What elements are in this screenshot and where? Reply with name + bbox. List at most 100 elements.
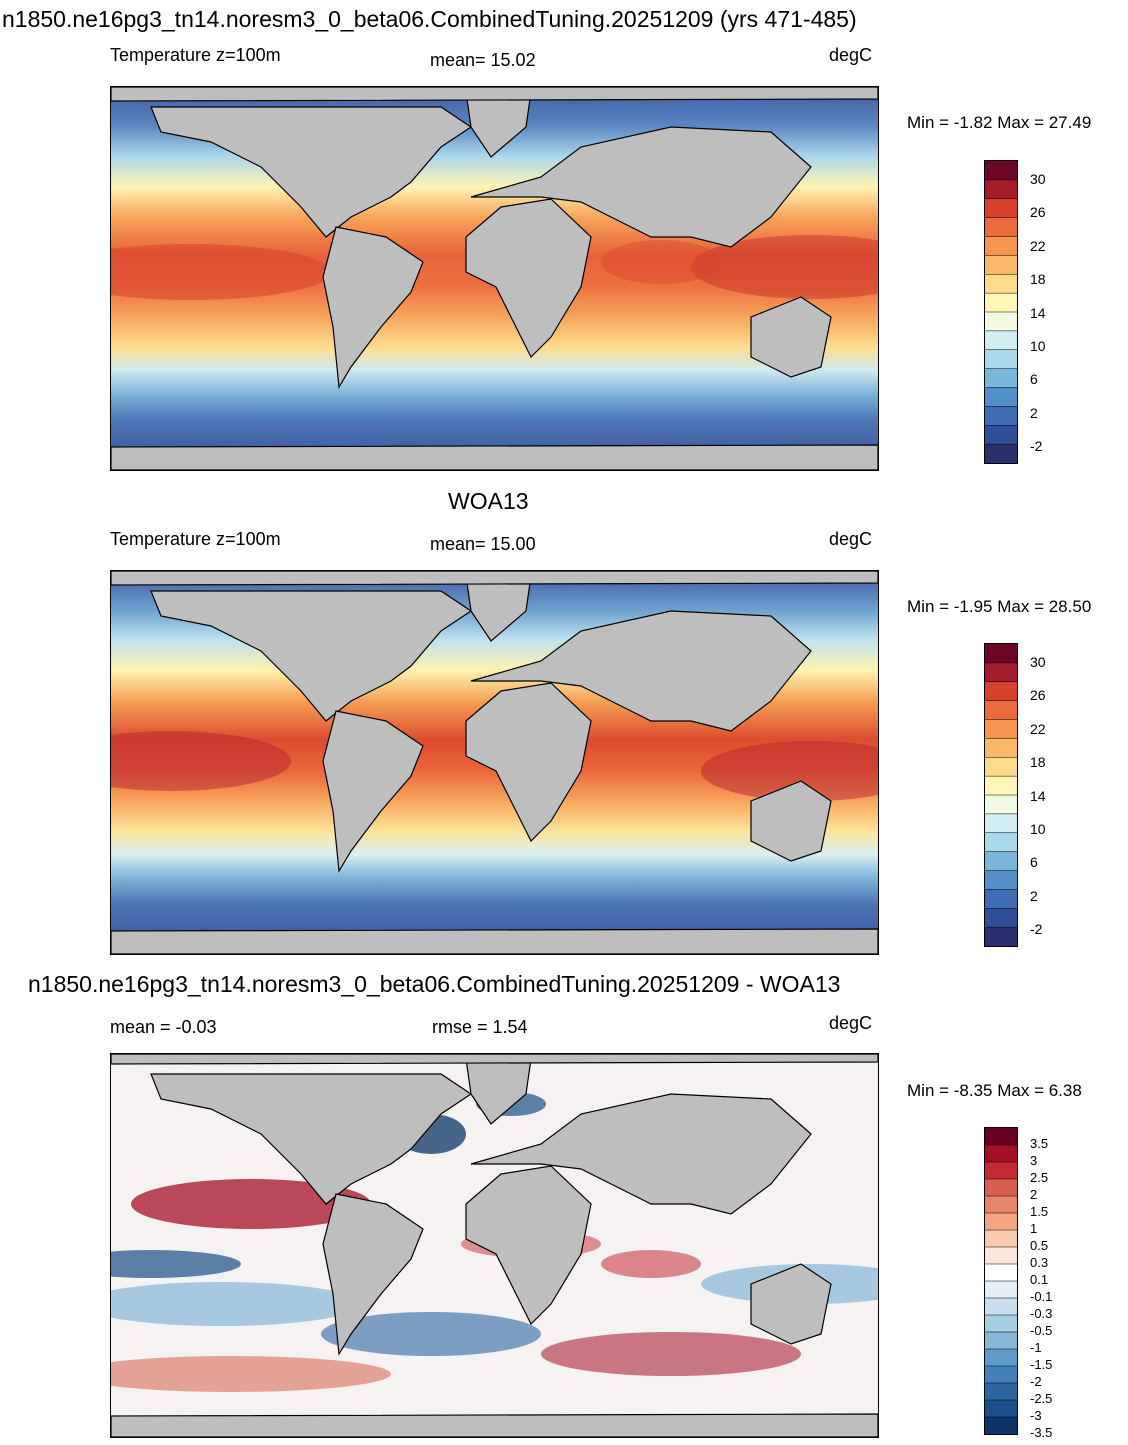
colorbar-tick-label: 2.5 (1030, 1170, 1049, 1185)
colorbar-tick-label: -3.5 (1030, 1425, 1053, 1440)
colorbar-tick-label: -1.5 (1030, 1357, 1053, 1372)
colorbar-swatch (985, 908, 1017, 928)
panel3-rmse-label: rmse = 1.54 (432, 1017, 528, 1037)
colorbar-swatch (985, 387, 1017, 407)
colorbar-swatch (985, 757, 1017, 777)
colorbar-swatch (985, 719, 1017, 739)
colorbar-tick-label: 30 (1030, 170, 1046, 187)
colorbar-tick-label: 0.3 (1030, 1255, 1049, 1270)
colorbar-swatch (985, 644, 1017, 664)
panel2-map (110, 570, 879, 955)
panel3-colorbar-svg (985, 1128, 1017, 1434)
colorbar-tick-label: -0.5 (1030, 1323, 1053, 1338)
colorbar-swatch (985, 1196, 1017, 1214)
colorbar-swatch (985, 813, 1017, 834)
colorbar-swatch (985, 1247, 1017, 1265)
panel3-title: n1850.ne16pg3_tn14.noresm3_0_beta06.Comb… (28, 971, 841, 997)
colorbar-tick-label: -2 (1030, 921, 1043, 938)
panel2-colorbar-svg (985, 644, 1017, 946)
colorbar-swatch (985, 1264, 1017, 1282)
colorbar-tick-label: 6 (1030, 371, 1038, 388)
colorbar-swatch (985, 330, 1017, 351)
colorbar-tick-label: -0.1 (1030, 1289, 1053, 1304)
panel1-colorbar (984, 160, 1018, 464)
colorbar-swatch (985, 312, 1017, 332)
colorbar-swatch (985, 161, 1017, 181)
colorbar-tick-label: 18 (1030, 271, 1046, 288)
colorbar-swatch (985, 681, 1017, 701)
panel2-units-label: degC (829, 529, 873, 549)
panel2-colorbar (984, 643, 1018, 947)
colorbar-swatch (985, 1366, 1017, 1384)
colorbar-swatch (985, 198, 1017, 218)
colorbar-tick-label: -2 (1030, 438, 1043, 455)
colorbar-tick-label: 0.1 (1030, 1272, 1049, 1287)
panel3-colorbar (984, 1127, 1018, 1435)
colorbar-tick-label: 10 (1030, 337, 1046, 354)
panel2-title: WOA13 (448, 488, 529, 514)
colorbar-swatch (985, 1179, 1017, 1197)
colorbar-swatch (985, 889, 1017, 909)
colorbar-tick-label: 14 (1030, 304, 1046, 321)
panel2-land (111, 571, 878, 954)
colorbar-swatch (985, 1162, 1017, 1180)
colorbar-swatch (985, 1213, 1017, 1231)
colorbar-swatch (985, 795, 1017, 815)
colorbar-swatch (985, 870, 1017, 890)
colorbar-swatch (985, 662, 1017, 683)
colorbar-tick-label: 2 (1030, 404, 1038, 421)
panel1-units-label: degC (829, 45, 873, 65)
panel3-map-svg (111, 1054, 878, 1437)
colorbar-tick-label: 14 (1030, 787, 1046, 804)
colorbar-tick-label: 30 (1030, 653, 1046, 670)
panel3-land (111, 1054, 878, 1437)
colorbar-swatch (985, 1383, 1017, 1401)
panel3-map (110, 1053, 879, 1438)
colorbar-swatch (985, 1315, 1017, 1333)
colorbar-tick-label: 22 (1030, 720, 1046, 737)
panel2-variable-label: Temperature z=100m (110, 529, 281, 549)
colorbar-tick-label: 26 (1030, 687, 1046, 704)
colorbar-tick-label: 3 (1030, 1153, 1038, 1168)
panel3-mean-label: mean = -0.03 (110, 1017, 217, 1037)
colorbar-tick-label: -2.5 (1030, 1391, 1053, 1406)
colorbar-tick-label: 1.5 (1030, 1204, 1049, 1219)
colorbar-tick-label: 26 (1030, 204, 1046, 221)
colorbar-swatch (985, 1128, 1017, 1146)
colorbar-tick-label: 3.5 (1030, 1136, 1049, 1151)
colorbar-swatch (985, 832, 1017, 852)
colorbar-swatch (985, 293, 1017, 313)
panel1-map-svg (111, 87, 878, 470)
colorbar-tick-label: 6 (1030, 854, 1038, 871)
panel3-units-label: degC (829, 1013, 873, 1033)
colorbar-swatch (985, 1298, 1017, 1316)
colorbar-swatch (985, 368, 1017, 388)
panel1-colorbar-svg (985, 161, 1017, 463)
colorbar-tick-label: 22 (1030, 237, 1046, 254)
colorbar-swatch (985, 255, 1017, 275)
colorbar-swatch (985, 444, 1017, 463)
panel3-minmax: Min = -8.35 Max = 6.38 (907, 1081, 1082, 1100)
colorbar-swatch (985, 1417, 1017, 1434)
colorbar-swatch (985, 1281, 1017, 1299)
colorbar-swatch (985, 1230, 1017, 1248)
panel1-mean-label: mean= 15.02 (430, 50, 536, 70)
colorbar-swatch (985, 217, 1017, 237)
colorbar-swatch (985, 851, 1017, 871)
colorbar-swatch (985, 179, 1017, 200)
colorbar-tick-label: 2 (1030, 1187, 1038, 1202)
panel2-mean-label: mean= 15.00 (430, 534, 536, 554)
panel1-land (111, 87, 878, 470)
panel1-minmax: Min = -1.82 Max = 27.49 (907, 113, 1092, 132)
colorbar-tick-label: -0.3 (1030, 1306, 1053, 1321)
colorbar-swatch (985, 425, 1017, 445)
panel1-map (110, 86, 879, 471)
panel2-map-svg (111, 571, 878, 954)
colorbar-swatch (985, 1400, 1017, 1418)
colorbar-tick-label: -1 (1030, 1340, 1042, 1355)
colorbar-swatch (985, 1145, 1017, 1163)
colorbar-swatch (985, 1349, 1017, 1367)
colorbar-swatch (985, 236, 1017, 256)
colorbar-tick-label: 2 (1030, 887, 1038, 904)
colorbar-tick-label: 1 (1030, 1221, 1038, 1236)
